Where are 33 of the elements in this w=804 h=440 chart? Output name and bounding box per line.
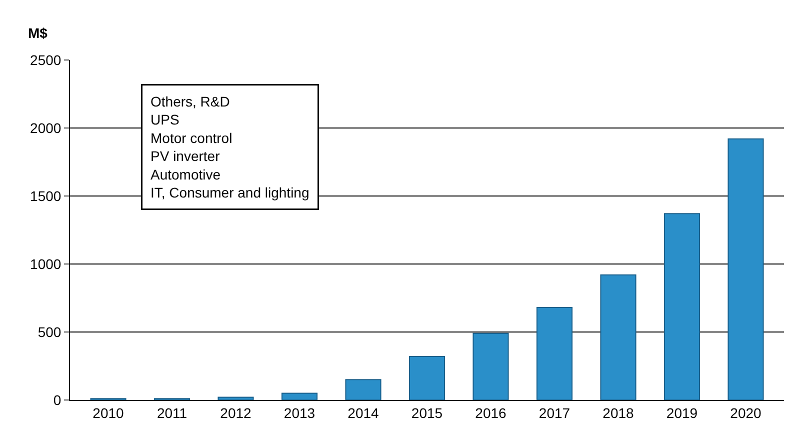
bar	[536, 307, 573, 400]
x-tick-label: 2011	[156, 404, 188, 421]
x-tick-label: 2012	[220, 404, 252, 421]
y-tick-label: 2500	[30, 52, 62, 68]
x-tick-label: 2020	[730, 404, 762, 421]
bar	[664, 213, 700, 400]
y-tick-label: 500	[38, 324, 62, 340]
bar	[600, 274, 636, 400]
y-tick-label: 1500	[30, 188, 62, 204]
y-tick-label: 2000	[30, 120, 62, 136]
annotation: PV inverter	[150, 148, 220, 164]
bar	[472, 332, 509, 400]
x-tick-label: 2015	[411, 404, 443, 421]
annotation: Others, R&D	[150, 94, 230, 110]
annotation: IT, Consumer and lighting	[150, 184, 310, 200]
bar	[728, 138, 764, 400]
bar	[408, 356, 446, 400]
x-tick-label: 2010	[92, 404, 124, 421]
x-tick-label: 2014	[348, 404, 380, 421]
annotation: UPS	[150, 112, 180, 128]
bar	[218, 396, 254, 400]
x-tick-label: 2017	[538, 404, 570, 421]
bar	[345, 379, 382, 400]
x-tick-label: 2019	[666, 404, 698, 421]
annotation: Automotive	[150, 166, 221, 182]
bar	[281, 392, 318, 400]
x-tick-label: 2013	[284, 404, 316, 421]
y-axis-title: M$	[28, 25, 48, 41]
x-tick-label: 2018	[602, 404, 634, 421]
x-tick-label: 2016	[475, 404, 507, 421]
y-tick-label: 0	[53, 392, 62, 408]
annotation: Motor control	[150, 130, 232, 146]
y-tick-label: 1000	[30, 256, 62, 272]
